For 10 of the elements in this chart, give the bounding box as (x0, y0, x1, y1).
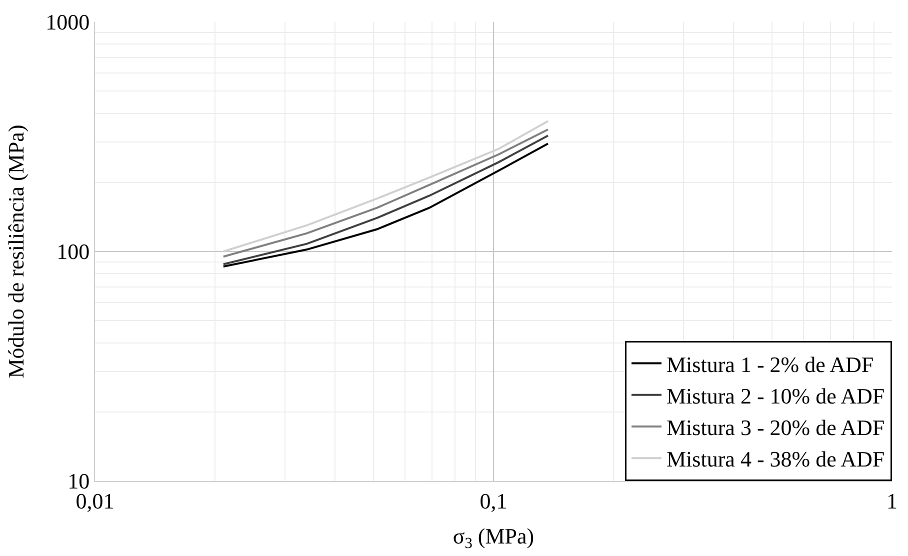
y-tick-label: 100 (56, 239, 90, 264)
x-axis-title: σ$_{3}$ (MPa) (452, 523, 534, 552)
x-tick-label: 0,1 (480, 488, 508, 514)
x-tick-label: 1 (886, 488, 898, 514)
y-tick-label: 1000 (46, 10, 90, 35)
legend-label: Mistura 4 - 38% de ADF (666, 446, 885, 472)
legend-label: Mistura 2 - 10% de ADF (666, 383, 885, 408)
y-axis-title: Módulo de resiliência (MPa) (3, 124, 28, 378)
legend-label: Mistura 3 - 20% de ADF (666, 415, 885, 440)
legend-label: Mistura 1 - 2% de ADF (666, 352, 874, 377)
